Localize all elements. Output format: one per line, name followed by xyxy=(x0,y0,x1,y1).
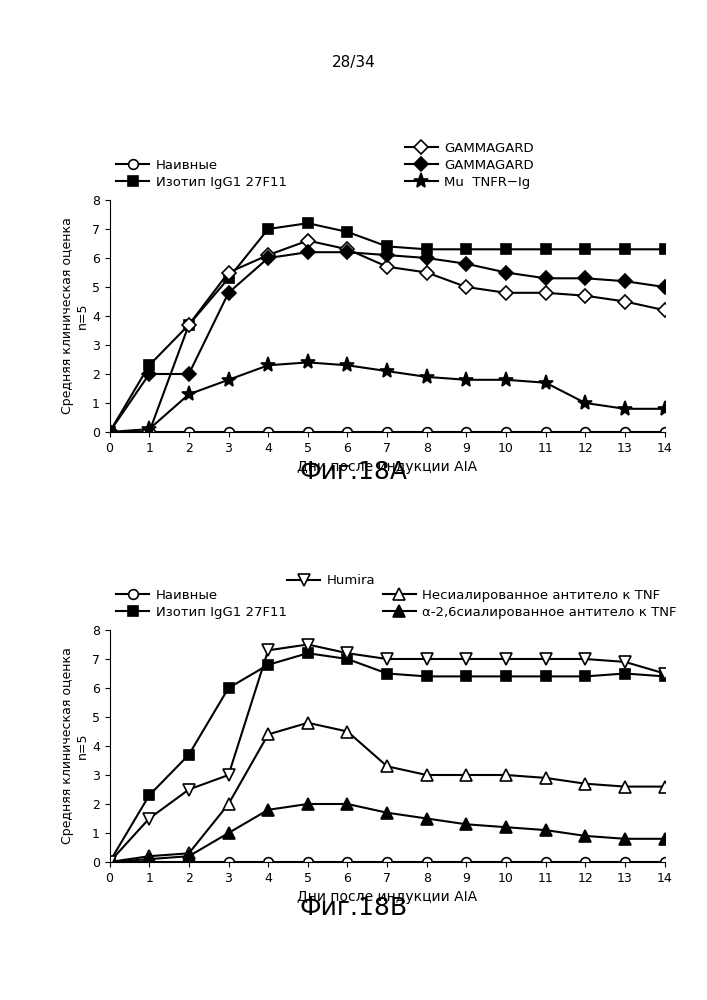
Y-axis label: Средняя клиническая оценка
n=5: Средняя клиническая оценка n=5 xyxy=(61,218,89,414)
X-axis label: Дни после индукции AIA: Дни после индукции AIA xyxy=(297,890,477,904)
X-axis label: Дни после индукции AIA: Дни после индукции AIA xyxy=(297,460,477,474)
Text: 28/34: 28/34 xyxy=(332,54,375,70)
Text: Фиг.18А: Фиг.18А xyxy=(300,460,407,484)
Legend: Humira: Humira xyxy=(288,574,375,587)
Y-axis label: Средняя клиническая оценка
n=5: Средняя клиническая оценка n=5 xyxy=(61,648,89,844)
Legend: GAMMAGARD, GAMMAGARD, Mu  TNFR−Ig: GAMMAGARD, GAMMAGARD, Mu TNFR−Ig xyxy=(405,142,534,189)
Text: Фиг.18B: Фиг.18B xyxy=(300,896,407,920)
